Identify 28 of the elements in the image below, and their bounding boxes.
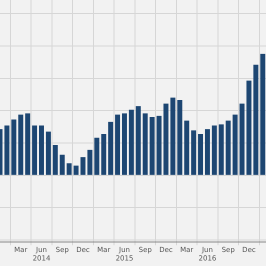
bar (32, 126, 38, 175)
bar (253, 64, 258, 175)
bar (11, 119, 16, 175)
bar (156, 116, 162, 175)
bar (246, 80, 252, 175)
bar (128, 110, 134, 175)
bar (150, 117, 155, 175)
bar (232, 114, 238, 175)
bar (46, 132, 51, 175)
bar (204, 129, 210, 175)
bar (122, 113, 127, 175)
bar (18, 114, 24, 175)
bar (115, 114, 120, 175)
bar (260, 54, 266, 175)
bar (191, 130, 196, 175)
bar (212, 126, 217, 175)
bar (240, 104, 245, 175)
bar (198, 134, 204, 175)
bar (4, 126, 10, 175)
bar (108, 122, 114, 175)
bar (163, 104, 168, 175)
bar (66, 163, 72, 175)
bar (87, 150, 92, 175)
bar (25, 113, 30, 175)
bar (74, 166, 79, 175)
bar (170, 98, 176, 175)
bar (80, 157, 86, 175)
bar (39, 126, 44, 175)
